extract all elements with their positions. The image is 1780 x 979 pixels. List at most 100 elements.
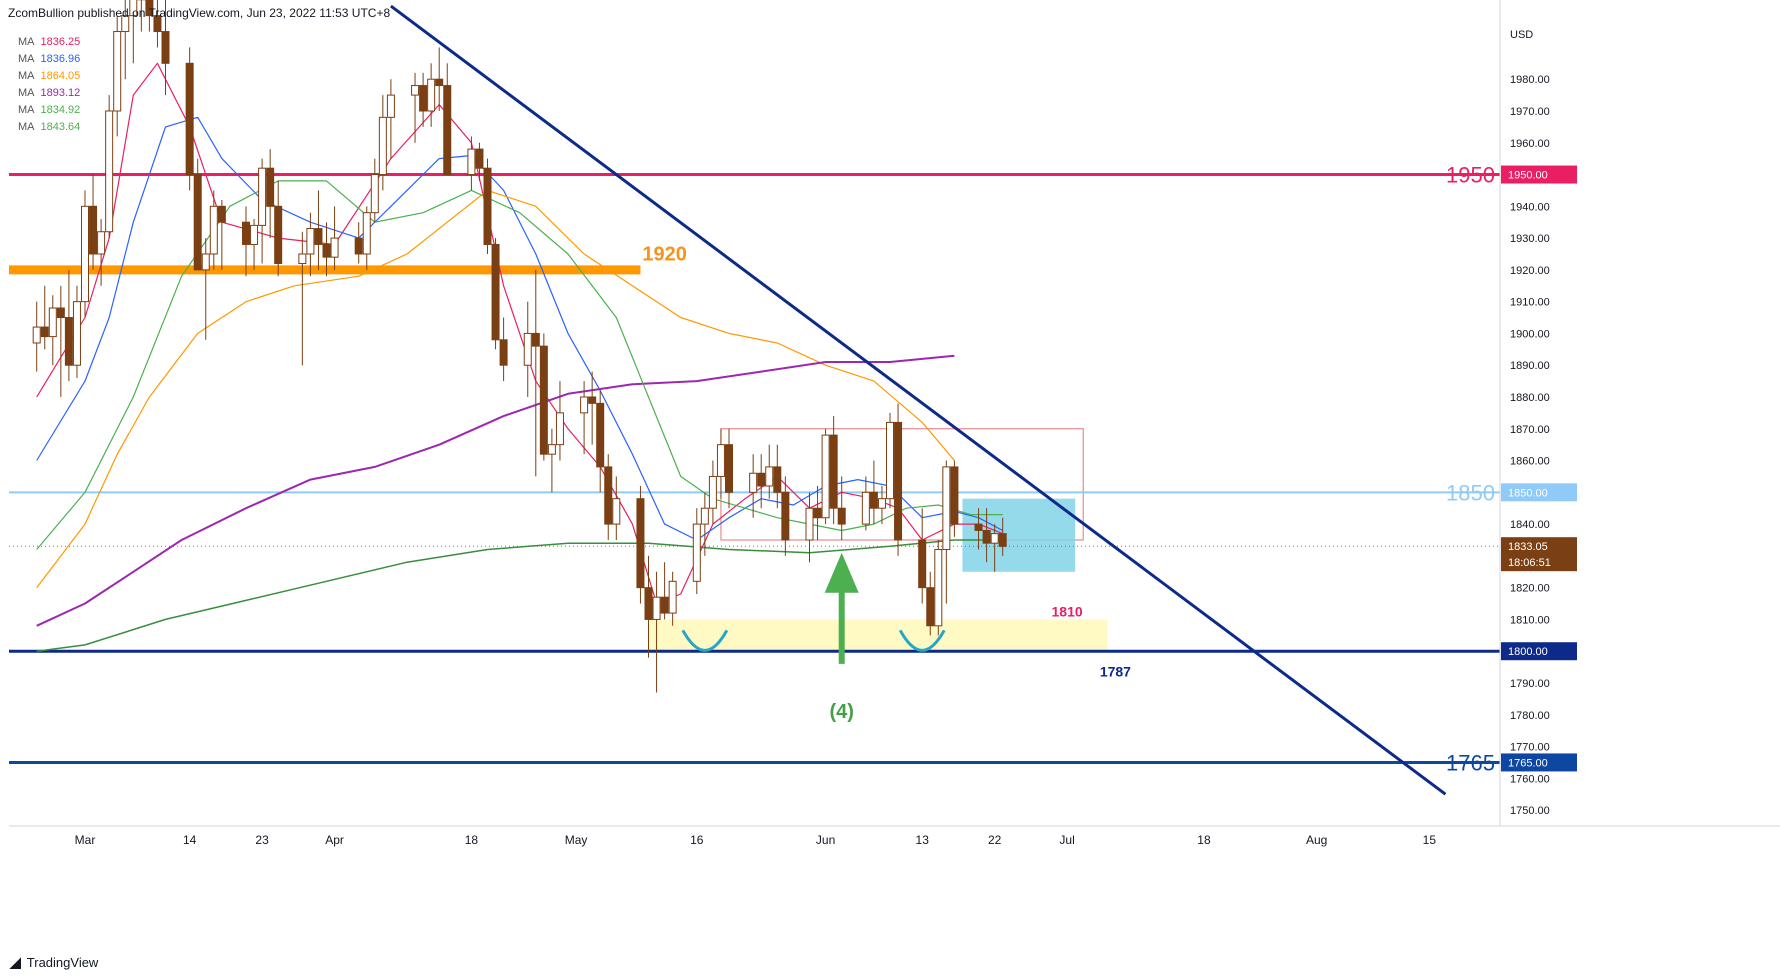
candle-body <box>97 231 106 255</box>
candle-body <box>813 507 822 519</box>
candle-body <box>716 444 725 477</box>
candle-body <box>757 472 766 487</box>
candle-body <box>121 15 130 33</box>
ma-line-2 <box>36 116 1003 541</box>
axes-layer: USD 1750.00 1760.00 1770.00 1780.00 1790.00 18… <box>9 0 1780 847</box>
candle-body <box>48 307 57 338</box>
x-tick-label: Apr <box>325 833 344 847</box>
candle-body <box>217 205 226 223</box>
ma-line-6 <box>36 539 1003 652</box>
candle-body <box>113 31 122 112</box>
x-tick-label: 18 <box>1197 833 1211 847</box>
up-arrow <box>824 552 859 664</box>
axis-price-tag-1800 <box>1501 642 1577 661</box>
candle-body <box>644 587 653 620</box>
candle-body <box>725 444 733 493</box>
candle-body <box>266 167 275 207</box>
y-tick-label: 1980.00 <box>1510 74 1550 86</box>
zone-current <box>962 498 1076 572</box>
axis-price-text-1950: 1950.00 <box>1508 170 1548 182</box>
candle-body <box>894 421 903 541</box>
x-tick-label: 23 <box>255 833 269 847</box>
candle-body <box>596 402 605 468</box>
candle-body <box>386 94 395 118</box>
ma-row-5[interactable]: MA 1834.92 <box>18 104 81 116</box>
tradingview-logo-icon: ◢ <box>10 954 21 970</box>
candle-body <box>362 212 371 255</box>
candle-body <box>427 78 436 112</box>
y-tick-label: 1930.00 <box>1510 233 1550 245</box>
y-tick-label: 1880.00 <box>1510 392 1550 404</box>
axis-price-tag-1950 <box>1501 165 1577 184</box>
currency-label: USD <box>1510 29 1533 41</box>
ma-row-2[interactable]: MA 1836.96 <box>18 53 81 65</box>
ma-line-4 <box>36 354 955 627</box>
candle-body <box>274 205 283 265</box>
candle-body <box>934 549 943 627</box>
candle-body <box>700 507 709 525</box>
ma-value: 1834.92 <box>40 104 81 116</box>
candle-body <box>153 15 162 33</box>
levels-layer: 1950 1850 1765 <box>9 163 1500 775</box>
ma-line-1 <box>36 62 1003 605</box>
ma-line-5 <box>36 180 1003 550</box>
candle-body <box>250 224 259 245</box>
candle-body <box>942 466 951 551</box>
candle-body <box>499 339 508 366</box>
y-tick-label: 1910.00 <box>1510 297 1550 309</box>
candle-body <box>64 317 73 366</box>
candle-body <box>918 539 927 589</box>
candle-body <box>805 507 814 541</box>
axis-price-text-1765: 1765.00 <box>1508 757 1548 769</box>
candle-body <box>129 0 138 17</box>
y-tick-label: 1750.00 <box>1510 805 1550 817</box>
level-label-1850: 1850 <box>1446 480 1495 505</box>
y-tick-label: 1920.00 <box>1510 265 1550 277</box>
candle-body <box>89 205 98 255</box>
x-tick-label: Jul <box>1059 833 1074 847</box>
zone-support <box>648 619 1108 652</box>
y-tick-label: 1890.00 <box>1510 360 1550 372</box>
candle-body <box>861 491 870 525</box>
candle-body <box>40 326 49 338</box>
zones-layer <box>648 428 1108 652</box>
candle-body <box>821 434 830 519</box>
candle-body <box>749 472 758 493</box>
ma-row-6[interactable]: MA 1843.64 <box>18 121 81 133</box>
candle-body <box>105 110 114 233</box>
candle-body <box>32 326 41 344</box>
current-price-value: 1833.05 <box>1508 541 1548 553</box>
x-tick-label: 14 <box>183 833 197 847</box>
y-tick-label: 1820.00 <box>1510 583 1550 595</box>
ma-value: 1836.96 <box>40 53 81 65</box>
x-tick-label: 18 <box>465 833 479 847</box>
candle-body <box>475 148 484 169</box>
y-tick-label: 1760.00 <box>1510 773 1550 785</box>
ma-row-1[interactable]: MA 1836.25 <box>18 36 81 48</box>
candle-body <box>56 307 65 319</box>
x-tick-label: 22 <box>988 833 1002 847</box>
candle-body <box>72 301 81 366</box>
x-tick-label: 13 <box>916 833 930 847</box>
candle-body <box>330 237 339 258</box>
y-tick-label: 1790.00 <box>1510 678 1550 690</box>
candle-body <box>869 491 878 509</box>
candle-body <box>523 332 532 366</box>
y-tick-label: 1870.00 <box>1510 424 1550 436</box>
candle-body <box>837 507 846 525</box>
drawings-layer: 1920 1810 1787 (4) <box>390 4 1447 796</box>
candle-body <box>161 31 170 64</box>
candle-body <box>990 533 999 544</box>
y-tick-label: 1780.00 <box>1510 710 1550 722</box>
candle-body <box>886 421 894 500</box>
candle-body <box>201 253 210 271</box>
candle-body <box>467 148 476 176</box>
level-label-1950: 1950 <box>1446 163 1495 188</box>
tradingview-footer[interactable]: ◢ TradingView <box>10 954 98 971</box>
ma-row-4[interactable]: MA 1893.12 <box>18 87 81 99</box>
level-label-1765: 1765 <box>1446 750 1495 775</box>
candle-body <box>547 444 556 455</box>
annotation-label-1: 1920 <box>642 243 687 265</box>
ma-row-3[interactable]: MA 1864.05 <box>18 70 81 82</box>
